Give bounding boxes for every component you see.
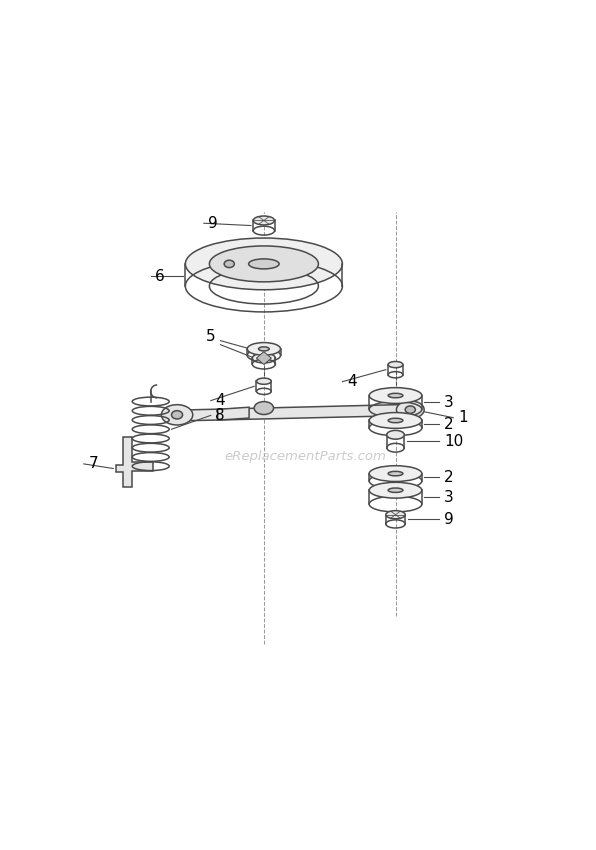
Ellipse shape	[388, 472, 403, 476]
Polygon shape	[218, 407, 249, 420]
Text: 4: 4	[215, 393, 225, 408]
Ellipse shape	[388, 361, 403, 368]
Ellipse shape	[386, 511, 405, 518]
Text: 2: 2	[444, 416, 454, 432]
Text: 3: 3	[444, 490, 454, 505]
Text: 9: 9	[444, 512, 454, 527]
Text: 5: 5	[206, 329, 215, 344]
Ellipse shape	[162, 405, 193, 425]
Ellipse shape	[388, 488, 403, 492]
Ellipse shape	[259, 347, 269, 351]
Ellipse shape	[247, 343, 281, 355]
Ellipse shape	[396, 401, 424, 418]
Ellipse shape	[209, 246, 318, 282]
Text: eReplacementParts.com: eReplacementParts.com	[225, 450, 386, 463]
Ellipse shape	[388, 394, 403, 398]
Text: 4: 4	[347, 374, 356, 389]
Ellipse shape	[224, 260, 234, 268]
Ellipse shape	[253, 216, 275, 225]
Ellipse shape	[369, 388, 422, 404]
Ellipse shape	[387, 430, 404, 439]
Ellipse shape	[369, 466, 422, 481]
Ellipse shape	[185, 238, 342, 290]
Text: 8: 8	[215, 408, 225, 423]
Ellipse shape	[369, 482, 422, 498]
Polygon shape	[178, 405, 412, 421]
Polygon shape	[116, 437, 153, 487]
Ellipse shape	[369, 412, 422, 428]
Ellipse shape	[388, 418, 403, 422]
Ellipse shape	[256, 378, 271, 384]
Text: 9: 9	[209, 216, 218, 230]
Ellipse shape	[254, 401, 274, 415]
Ellipse shape	[249, 259, 279, 269]
Text: 2: 2	[444, 470, 454, 484]
Text: 3: 3	[444, 395, 454, 410]
Text: 7: 7	[88, 456, 98, 472]
Text: 1: 1	[458, 411, 467, 425]
Polygon shape	[256, 352, 271, 365]
Ellipse shape	[405, 406, 415, 413]
Text: 10: 10	[444, 434, 463, 449]
Text: 6: 6	[156, 269, 165, 284]
Ellipse shape	[172, 411, 182, 419]
Ellipse shape	[252, 354, 275, 363]
